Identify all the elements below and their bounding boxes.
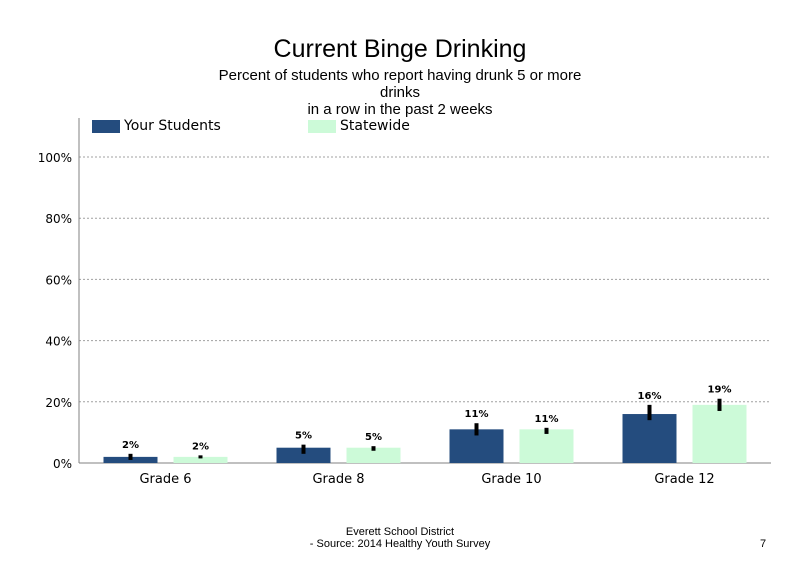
- legend-label-your-students: Your Students: [124, 118, 221, 134]
- x-tick-label: Grade 8: [312, 472, 364, 487]
- data-label: 11%: [535, 414, 559, 425]
- data-label: 2%: [192, 441, 209, 452]
- bar: [276, 447, 331, 463]
- bar: [622, 414, 677, 463]
- chart-title: Current Binge Drinking: [273, 35, 527, 63]
- data-label: 5%: [295, 431, 312, 442]
- chart-subtitle: Percent of students who report having dr…: [218, 67, 582, 118]
- footer-source: Everett School District - Source: 2014 H…: [309, 526, 491, 550]
- legend-swatch-your-students: [92, 119, 120, 133]
- data-label: 16%: [638, 391, 662, 402]
- x-tick-label: Grade 10: [481, 472, 541, 487]
- data-label: 19%: [708, 385, 732, 396]
- legend-swatch-statewide: [308, 119, 336, 133]
- y-tick-label: 60%: [45, 273, 72, 287]
- y-tick-label: 0%: [53, 457, 72, 471]
- bar: [692, 404, 747, 463]
- y-tick-label: 100%: [38, 151, 72, 165]
- x-tick-label: Grade 6: [139, 472, 191, 487]
- y-tick-label: 20%: [45, 396, 72, 410]
- bar: [519, 429, 574, 463]
- x-tick-label: Grade 12: [654, 472, 714, 487]
- data-label: 5%: [365, 432, 382, 443]
- bar: [173, 456, 228, 463]
- data-label: 11%: [465, 409, 489, 420]
- bar: [346, 447, 401, 463]
- page-number: 7: [760, 538, 767, 550]
- data-label: 2%: [122, 440, 139, 451]
- y-tick-label: 80%: [45, 212, 72, 226]
- legend-label-statewide: Statewide: [340, 118, 410, 134]
- legend-item-statewide: Statewide: [308, 117, 410, 135]
- legend-item-your-students: Your Students: [92, 117, 221, 135]
- y-tick-label: 40%: [45, 335, 72, 349]
